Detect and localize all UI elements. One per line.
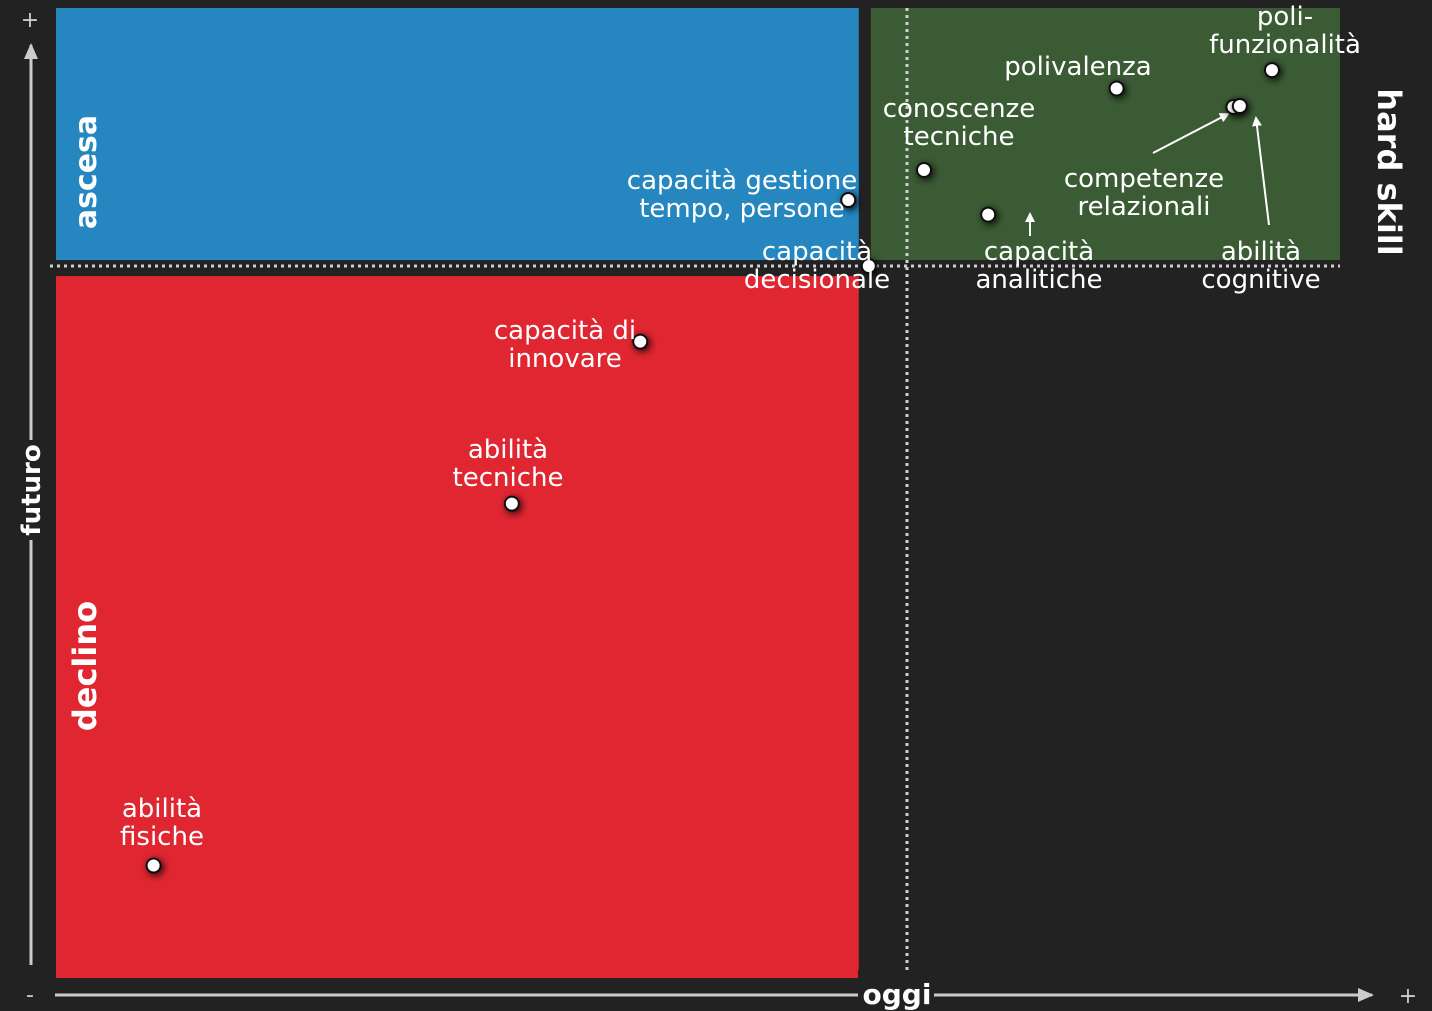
point-label-abilità-cognitive: abilità cognitive [1201,237,1320,295]
point-poli-funzionalità [1263,62,1280,79]
point-label-abilità-fisiche: abilità fisiche [120,794,204,852]
arrow-competenze-relazionali [1152,113,1230,154]
point-conoscenze-tecniche [915,161,932,178]
point-abilità-fisiche [145,857,162,874]
point-capacità-di-innovare [632,333,649,350]
x-axis-min-sign: - [26,983,34,1008]
point-label-conoscenze-tecniche: conoscenze tecniche [883,94,1036,152]
region-label-hard-skill: hard skill [1370,88,1408,255]
x-axis-title: oggi [863,978,932,1011]
point-label-capacità-analitiche: capacità analitiche [976,237,1103,295]
point-polivalenza [1108,80,1125,97]
point-label-capacità-gestione-tempo-persone: capacità gestione tempo, persone [627,166,857,224]
region-hard-skill [870,8,1340,261]
point-label-abilità-tecniche: abilità tecniche [453,435,564,493]
point-label-competenze-relazionali: competenze relazionali [1064,164,1224,222]
point-label-capacità-di-innovare: capacità di innovare [494,316,636,374]
region-label-ascesa: ascesa [69,115,104,229]
point-label-capacità-decisionale: capacità decisionale [744,237,890,295]
y-axis-max-sign: + [21,8,39,33]
point-abilità-cognitive [1231,97,1248,114]
y-axis-title: futuro [17,444,47,535]
point-capacità-gestione-tempo-persone [840,192,857,209]
point-label-poli-funzionalità: poli-funzionalità [1209,2,1361,60]
x-axis-title-bg [858,970,934,1011]
point-capacità-analitiche [980,206,997,223]
x-axis-max-sign: + [1399,984,1417,1009]
point-label-polivalenza: polivalenza [1004,52,1151,82]
region-label-declino: declino [66,601,104,731]
point-abilità-tecniche [503,495,520,512]
region-ascesa [56,8,859,261]
region-declino [56,276,859,979]
point-capacità-decisionale [860,258,877,275]
arrow-abilita-cognitive [1252,116,1270,226]
